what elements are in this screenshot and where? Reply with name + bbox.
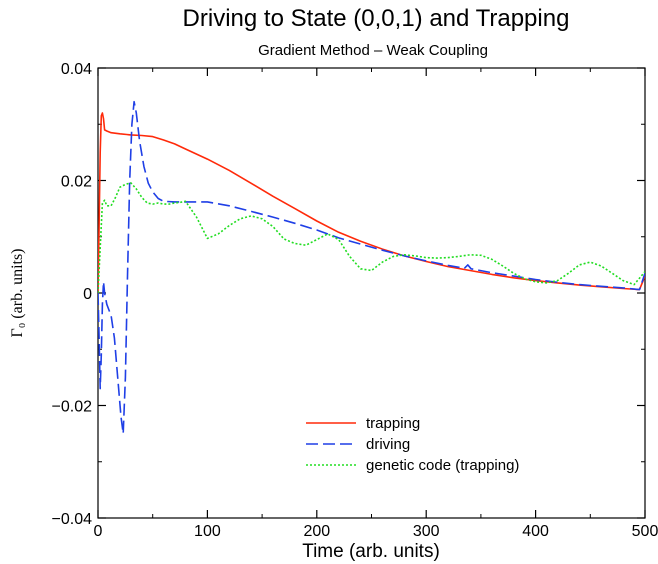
x-tick-label: 400 [522,523,549,540]
legend: trapping driving genetic code (trapping) [306,415,519,474]
series-line-driving [98,100,645,435]
y-axis-label: Γ₀ (arb. units) [9,248,26,337]
chart-subtitle: Gradient Method – Weak Coupling [258,42,488,59]
series-line-genetic [98,182,645,294]
legend-label: trapping [366,415,420,432]
x-tick-label: 200 [303,523,330,540]
series-line-trapping [98,112,645,294]
y-tick-label: −0.02 [52,399,93,416]
x-tick-label: 0 [94,523,103,540]
x-tick-label: 300 [413,523,440,540]
x-tick-label: 100 [194,523,221,540]
y-tick-label: −0.04 [52,511,93,528]
tick-labels-layer: 0 100 200 300 400 500 0.04 0.02 0 −0.02 −0.04 [52,61,658,540]
series-layer [98,100,645,435]
legend-label: driving [366,436,410,453]
y-tick-label: 0.02 [61,174,92,191]
ticks-layer [97,67,646,519]
y-tick-label: 0 [83,286,92,303]
chart-title: Driving to State (0,0,1) and Trapping [183,5,570,32]
x-tick-label: 500 [632,523,658,540]
plot-area [98,100,645,435]
legend-label: genetic code (trapping) [366,457,519,474]
y-tick-label: 0.04 [61,61,92,78]
x-axis-label: Time (arb. units) [302,541,440,562]
